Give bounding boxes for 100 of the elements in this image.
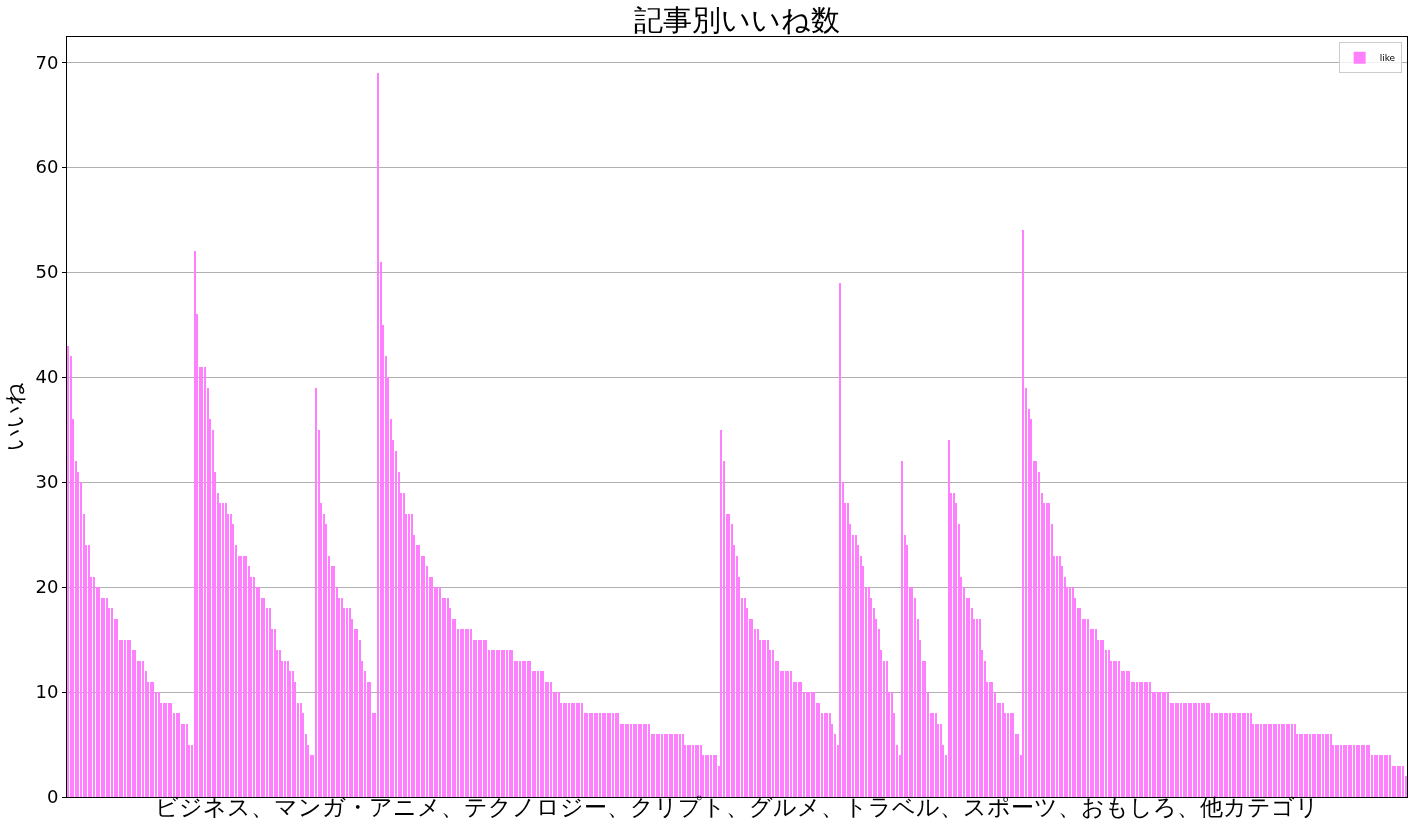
- x-axis-title: ビジネス、マンガ・アニメ、テクノロジー、クリプト、グルメ、トラベル、スポーツ、おもしろ、他カテゴリ: [155, 793, 1319, 820]
- bar: [411, 514, 413, 797]
- bar: [439, 587, 441, 797]
- bar: [839, 283, 841, 797]
- bar: [292, 671, 294, 797]
- bar: [1229, 713, 1231, 797]
- y-tick-label: 0: [46, 786, 59, 808]
- bar: [1322, 734, 1324, 797]
- bar: [935, 713, 937, 797]
- bar: [1149, 682, 1151, 797]
- bar: [757, 629, 759, 797]
- chart-title: 記事別いいね数: [634, 3, 840, 38]
- bar: [349, 608, 351, 797]
- bar: [891, 692, 893, 797]
- bar: [194, 251, 196, 797]
- bar: [284, 661, 286, 797]
- bar: [679, 734, 681, 797]
- bar: [230, 514, 232, 797]
- bar: [630, 724, 632, 797]
- bar: [287, 661, 289, 797]
- bar: [142, 661, 144, 797]
- bar: [1340, 745, 1342, 797]
- bar: [1002, 703, 1004, 797]
- y-tick-label: 20: [35, 576, 59, 598]
- bar: [274, 629, 276, 797]
- y-axis-title: いいね: [2, 382, 28, 452]
- bar: [767, 640, 769, 797]
- bar: [88, 545, 90, 797]
- bar: [106, 598, 108, 797]
- bar: [847, 503, 849, 797]
- bar: [599, 713, 601, 797]
- y-tick-label: 30: [35, 471, 59, 493]
- bar: [700, 745, 702, 797]
- bar: [447, 598, 449, 797]
- y-tick-label: 70: [35, 51, 59, 73]
- bar: [1095, 629, 1097, 797]
- bar: [855, 535, 857, 797]
- bar: [692, 745, 694, 797]
- bar: [204, 367, 206, 797]
- bar: [1069, 587, 1071, 797]
- bar: [111, 608, 113, 797]
- bar: [1250, 713, 1252, 797]
- bar: [1402, 766, 1404, 797]
- bar: [158, 692, 160, 797]
- bar: [1180, 703, 1182, 797]
- bar: [93, 577, 95, 797]
- bar: [1247, 713, 1249, 797]
- bar: [1022, 230, 1024, 797]
- bar: [682, 734, 684, 797]
- bar: [1118, 661, 1120, 797]
- bar: [408, 514, 410, 797]
- bar: [1389, 755, 1391, 797]
- bar: [403, 493, 405, 797]
- bar: [720, 430, 722, 797]
- bar: [67, 346, 69, 797]
- bar: [1059, 556, 1061, 797]
- bar: [225, 503, 227, 797]
- bar: [470, 629, 472, 797]
- bar: [186, 724, 188, 797]
- bar: [1136, 682, 1138, 797]
- bar: [124, 640, 126, 797]
- bar: [537, 671, 539, 797]
- bar: [868, 587, 870, 797]
- y-tick-label: 40: [35, 366, 59, 388]
- bar: [269, 608, 271, 797]
- bar: [979, 619, 981, 797]
- bar: [648, 724, 650, 797]
- bar: [1108, 650, 1110, 797]
- bar: [901, 461, 903, 797]
- bar: [315, 388, 317, 797]
- bar: [1198, 703, 1200, 797]
- bar: [377, 73, 379, 797]
- bar: [550, 682, 552, 797]
- bar: [1291, 724, 1293, 797]
- bar: [1309, 734, 1311, 797]
- bar: [1278, 724, 1280, 797]
- bar: [1294, 724, 1296, 797]
- bar: [612, 713, 614, 797]
- bar: [710, 755, 712, 797]
- legend-label: like: [1379, 53, 1396, 64]
- bar: [948, 440, 950, 797]
- bar: [568, 703, 570, 797]
- bar: [1330, 734, 1332, 797]
- bar: [1353, 745, 1355, 797]
- bar: [744, 598, 746, 797]
- bar: [953, 493, 955, 797]
- bar: [253, 577, 255, 797]
- bar: [581, 703, 583, 797]
- bar: [341, 598, 343, 797]
- bar: [790, 671, 792, 797]
- bar: [886, 661, 888, 797]
- bar: [1007, 713, 1009, 797]
- bar: [976, 619, 978, 797]
- y-tick-label: 60: [35, 156, 59, 178]
- bar: [1087, 619, 1089, 797]
- y-tick-label: 50: [35, 261, 59, 283]
- bar: [661, 734, 663, 797]
- bar: [346, 608, 348, 797]
- bar: [940, 724, 942, 797]
- bar: [772, 650, 774, 797]
